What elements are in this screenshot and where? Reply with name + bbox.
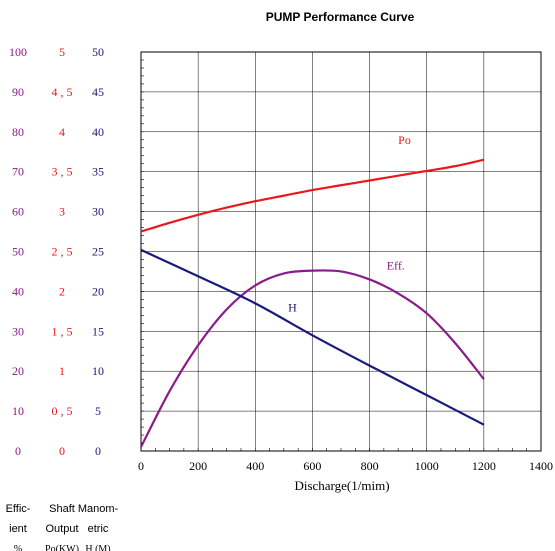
grid [141,52,541,451]
chart-title: PUMP Performance Curve [266,10,415,24]
y-tick-label-eff: 80 [12,125,24,139]
y-tick-label-eff: 100 [9,45,27,59]
y-tick-label-h: 45 [92,85,104,99]
x-axis-label: Discharge(1/mim) [294,478,389,493]
y-tick-label-h: 20 [92,284,104,298]
y-axis-header-h: etric [88,523,109,535]
y-axis-header-eff: ient [9,523,27,535]
y-tick-label-eff: 0 [15,444,21,458]
y-axis-header-po: Shaft [49,503,75,515]
y-tick-label-h: 5 [95,404,101,418]
x-tick-label: 0 [138,459,144,473]
y-axis-header-h: H (M) [85,544,110,551]
series-line-h [140,248,485,426]
y-axis-header-po: Output [45,523,78,535]
y-tick-label-po: 2 [59,284,65,298]
y-tick-label-po: 3 , 5 [52,165,73,179]
y-tick-label-eff: 50 [12,245,24,259]
y-axis-headers: Effic-ient% Shaft Output Po(KW) Manom-etric H… [6,503,119,551]
x-tick-labels: 0 200 400 600 800 1000 1200 1400 [138,459,553,473]
x-tick-label: 1200 [472,459,496,473]
y-tick-label-h: 30 [92,205,104,219]
y-tick-label-po: 1 , 5 [52,324,73,338]
x-tick-label: 800 [361,459,379,473]
y-tick-label-po: 1 [59,364,65,378]
y-tick-label-eff: 70 [12,165,24,179]
series-label-eff: Eff. [387,258,405,272]
y-tick-label-po: 4 [59,125,65,139]
y-tick-label-h: 35 [92,165,104,179]
y-tick-label-eff: 10 [12,404,24,418]
y-axis-header-h: Manom- [78,503,119,515]
x-tick-label: 600 [303,459,321,473]
y-tick-label-h: 50 [92,45,104,59]
y-tick-label-h: 0 [95,444,101,458]
series-line-po [140,158,485,233]
y-axis-header-eff: Effic- [6,503,31,515]
y-tick-label-eff: 90 [12,85,24,99]
series-labels: Po Eff. H [288,133,411,315]
series-label-h: H [288,300,297,314]
series-line-eff [140,269,485,448]
y-tick-label-h: 25 [92,245,104,259]
y-axis-header-eff: % [14,544,22,551]
y-tick-label-eff: 40 [12,284,24,298]
x-tick-label: 400 [246,459,264,473]
x-tick-label: 1000 [415,459,439,473]
y-tick-label-po: 4 , 5 [52,85,73,99]
series-label-po: Po [398,133,411,147]
y-tick-label-h: 15 [92,324,104,338]
y-tick-label-eff: 30 [12,324,24,338]
y-tick-label-h: 10 [92,364,104,378]
y-tick-label-eff: 20 [12,364,24,378]
y-tick-label-po: 3 [59,205,65,219]
y-tick-label-po: 0 , 5 [52,404,73,418]
y-tick-label-po: 2 , 5 [52,245,73,259]
y-tick-label-po: 5 [59,45,65,59]
y-tick-label-po: 0 [59,444,65,458]
x-tick-label: 200 [189,459,207,473]
x-tick-label: 1400 [529,459,553,473]
series [140,158,485,448]
y-tick-label-h: 40 [92,125,104,139]
y-axis-header-po: Po(KW) [45,544,79,551]
y-tick-label-eff: 60 [12,205,24,219]
